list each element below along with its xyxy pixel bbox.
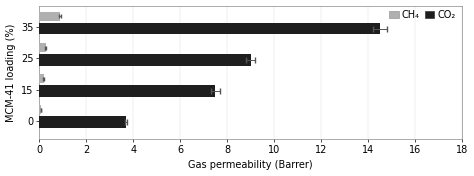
Bar xyxy=(39,43,46,52)
Bar xyxy=(39,54,251,66)
Bar xyxy=(39,116,126,128)
Bar xyxy=(39,23,380,34)
Bar xyxy=(39,12,60,21)
Legend: CH₄, CO₂: CH₄, CO₂ xyxy=(387,8,457,22)
Y-axis label: MCM-41 loading (%): MCM-41 loading (%) xyxy=(6,23,16,122)
Bar xyxy=(39,74,44,83)
Bar xyxy=(39,105,41,114)
X-axis label: Gas permeability (Barrer): Gas permeability (Barrer) xyxy=(189,161,313,170)
Bar xyxy=(39,85,216,97)
